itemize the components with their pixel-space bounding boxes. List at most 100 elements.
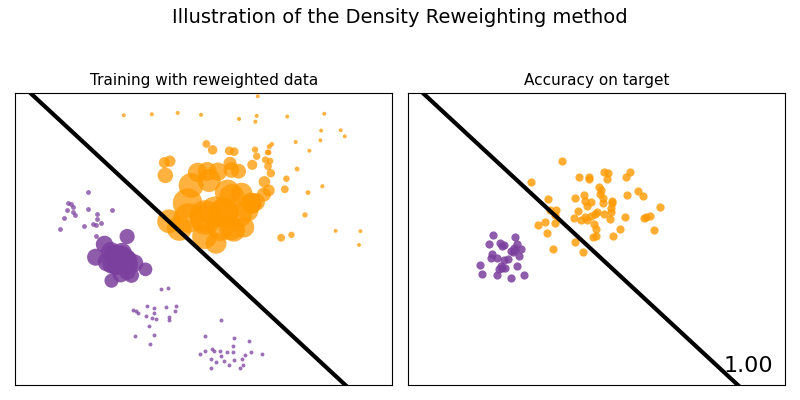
Point	[101, 259, 114, 265]
Point	[262, 163, 274, 170]
Point	[567, 215, 580, 222]
Point	[494, 239, 506, 246]
Point	[198, 233, 211, 240]
Point	[263, 144, 276, 150]
Point	[242, 338, 255, 344]
Point	[122, 262, 135, 268]
Point	[105, 278, 118, 284]
Point	[513, 253, 526, 260]
Point	[258, 179, 271, 185]
Point	[579, 198, 592, 204]
Point	[227, 227, 240, 233]
Point	[518, 272, 530, 278]
Point	[242, 208, 254, 214]
Point	[585, 213, 598, 219]
Point	[214, 348, 226, 355]
Point	[146, 315, 159, 321]
Point	[549, 212, 562, 218]
Point	[122, 257, 134, 263]
Point	[495, 242, 508, 249]
Point	[226, 348, 239, 355]
Point	[115, 250, 128, 256]
Point	[87, 220, 100, 227]
Point	[569, 195, 582, 201]
Point	[314, 137, 327, 144]
Point	[198, 348, 211, 354]
Point	[125, 272, 138, 278]
Point	[644, 213, 657, 220]
Point	[235, 356, 248, 363]
Point	[474, 262, 486, 268]
Point	[590, 226, 602, 233]
Point	[162, 314, 175, 320]
Point	[586, 234, 599, 240]
Point	[251, 93, 264, 100]
Point	[114, 271, 127, 277]
Point	[606, 200, 618, 206]
Text: Illustration of the Density Reweighting method: Illustration of the Density Reweighting …	[172, 8, 628, 27]
Point	[147, 332, 160, 338]
Point	[66, 204, 79, 210]
Point	[246, 200, 258, 206]
Point	[505, 274, 518, 281]
Point	[647, 227, 660, 234]
Point	[509, 247, 522, 253]
Point	[495, 263, 508, 269]
Point	[604, 216, 617, 222]
Point	[571, 208, 584, 214]
Point	[607, 233, 620, 239]
Point	[185, 182, 198, 189]
Point	[538, 219, 551, 226]
Point	[504, 248, 517, 254]
Point	[218, 358, 230, 364]
Point	[65, 201, 78, 207]
Point	[202, 177, 215, 184]
Point	[131, 310, 144, 317]
Point	[246, 162, 258, 168]
Point	[589, 211, 602, 218]
Point	[147, 304, 160, 311]
Point	[198, 333, 211, 339]
Point	[549, 220, 562, 226]
Point	[540, 230, 553, 236]
Point	[128, 332, 141, 339]
Point	[210, 358, 222, 365]
Point	[583, 174, 596, 180]
Point	[280, 176, 293, 182]
Point	[495, 264, 508, 271]
Point	[162, 218, 175, 224]
Point	[200, 141, 213, 147]
Point	[201, 168, 214, 175]
Point	[245, 201, 258, 207]
Point	[601, 176, 614, 182]
Point	[582, 175, 595, 182]
Point	[130, 308, 142, 314]
Point	[597, 194, 610, 201]
Point	[486, 251, 499, 258]
Point	[314, 127, 327, 134]
Point	[606, 198, 618, 205]
Point	[205, 356, 218, 362]
Point	[597, 200, 610, 207]
Point	[110, 262, 123, 269]
Point	[141, 303, 154, 310]
Point	[475, 271, 488, 277]
Point	[581, 217, 594, 224]
Point	[604, 204, 617, 211]
Point	[118, 112, 130, 118]
Point	[147, 310, 160, 316]
Point	[160, 304, 173, 311]
Point	[143, 341, 156, 348]
Point	[250, 199, 262, 205]
Point	[594, 187, 607, 194]
Point	[162, 285, 174, 291]
Point	[210, 240, 222, 246]
Point	[235, 190, 248, 197]
Point	[619, 173, 632, 180]
Point	[290, 166, 303, 172]
Point	[107, 252, 120, 258]
Point	[281, 113, 294, 120]
Point	[631, 188, 644, 194]
Point	[82, 206, 94, 212]
Point	[225, 225, 238, 231]
